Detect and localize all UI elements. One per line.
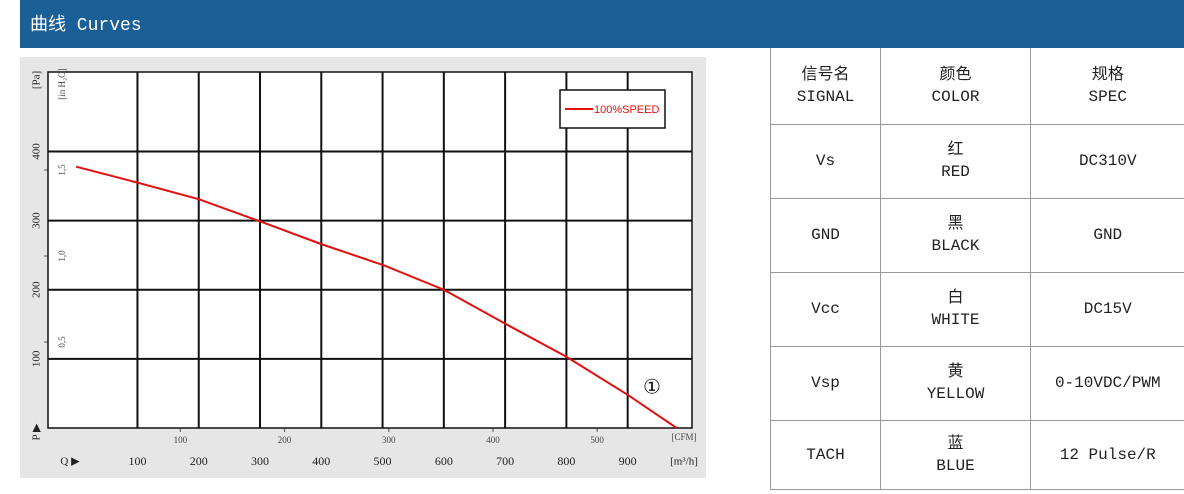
annotation: ①	[643, 377, 661, 399]
cell-text: 12 Pulse/R	[1059, 445, 1156, 464]
curve	[75, 165, 678, 429]
cell-text: SIGNAL	[796, 87, 855, 106]
x2-axis-label: [CFM]	[671, 432, 696, 442]
legend-label: 100%SPEED	[594, 104, 659, 116]
x-tick-label: 900	[619, 454, 637, 468]
cell-text: 信号名	[801, 65, 850, 84]
table-cell: 红 RED	[880, 124, 1031, 199]
cell-text: DC15V	[1083, 300, 1132, 318]
x2-tick-label: 400	[486, 435, 500, 445]
table-row: GND 黑 BLACK GND	[770, 198, 1184, 273]
y-tick-label: 300	[31, 212, 43, 229]
table-cell: DC15V	[1030, 272, 1184, 347]
y2-tick-label: 0,5	[57, 336, 67, 348]
cell-text: GND	[811, 226, 840, 244]
x-axis-label: [m³/h]	[670, 456, 698, 468]
cell-text: 0-10VDC/PWM	[1054, 374, 1161, 392]
cell-text: TACH	[806, 445, 845, 464]
table-cell: DC310V	[1030, 124, 1184, 199]
table-cell: 白 WHITE	[880, 272, 1031, 347]
table-row: Vs 红 RED DC310V	[770, 124, 1184, 199]
x-tick-label: 800	[557, 454, 575, 468]
x2-tick-label: 100	[174, 435, 188, 445]
table-row: TACH 蓝 BLUE 12 Pulse/R	[770, 420, 1184, 490]
y-tick-label: 100	[31, 350, 43, 367]
cell-text: 红	[947, 141, 964, 159]
x-tick-label: 500	[374, 454, 392, 468]
x2-tick-label: 500	[590, 435, 604, 445]
y2-tick-label: 1,0	[57, 250, 67, 262]
cell-text: 黑	[947, 215, 964, 233]
cell-text: Vs	[815, 152, 836, 170]
cell-text: BLACK	[931, 237, 980, 255]
cell-text: 白	[947, 289, 964, 307]
plot-frame	[47, 71, 693, 429]
table-cell: 0-10VDC/PWM	[1030, 346, 1184, 421]
x-tick-label: 700	[496, 454, 514, 468]
cell-text: RED	[941, 163, 970, 181]
table-cell: 黄 YELLOW	[880, 346, 1031, 421]
x-tick-label: 200	[190, 454, 208, 468]
table-cell: 黑 BLACK	[880, 198, 1031, 273]
cell-text: DC310V	[1078, 152, 1137, 170]
cell-text: 蓝	[947, 434, 964, 453]
y-tick-label: 200	[31, 281, 43, 298]
cell-text: 颜色	[939, 65, 972, 84]
cell-text: Vsp	[811, 374, 840, 392]
table-cell: GND	[1030, 198, 1184, 273]
y2-axis-label: [in H₂O]	[57, 68, 67, 99]
table-cell: TACH	[770, 420, 881, 490]
x2-tick-label: 300	[382, 435, 396, 445]
x2-tick-label: 200	[278, 435, 292, 445]
table-cell: Vs	[770, 124, 881, 199]
table-cell: 蓝 BLUE	[880, 420, 1031, 490]
x-tick-label: 100	[128, 454, 146, 468]
cell-text: COLOR	[931, 87, 980, 106]
cell-text: Vcc	[811, 300, 840, 318]
y2-tick-label: 1,5	[57, 164, 67, 176]
table-cell: 规格 SPEC	[1030, 48, 1184, 125]
table-row: Vsp 黄 YELLOW 0-10VDC/PWM	[770, 346, 1184, 421]
signal-table: 信号名 SIGNAL 颜色 COLOR 规格 SPEC Vs 红 RED DC310V GND 黑 BL…	[770, 48, 1184, 490]
y-axis-symbol: P ▶	[31, 423, 43, 440]
cell-text: SPEC	[1088, 87, 1127, 106]
table-cell: Vsp	[770, 346, 881, 421]
table-cell: Vcc	[770, 272, 881, 347]
cell-text: 黄	[947, 363, 964, 381]
table-cell: 信号名 SIGNAL	[770, 48, 881, 125]
cell-text: WHITE	[931, 311, 980, 329]
table-cell: 颜色 COLOR	[880, 48, 1031, 125]
y-axis-label: [Pa]	[31, 71, 43, 89]
cell-text: GND	[1093, 226, 1123, 244]
table-cell: GND	[770, 198, 881, 273]
x-tick-label: 300	[251, 454, 269, 468]
cell-text: YELLOW	[926, 385, 985, 403]
cell-text: 规格	[1091, 65, 1124, 84]
y-tick-label: 400	[31, 143, 43, 160]
table-row: 信号名 SIGNAL 颜色 COLOR 规格 SPEC	[770, 48, 1184, 125]
x-axis-symbol: Q ▶	[60, 456, 80, 468]
section-title: 曲线 Curves	[20, 0, 1184, 48]
x-tick-label: 400	[312, 454, 330, 468]
table-row: Vcc 白 WHITE DC15V	[770, 272, 1184, 347]
cell-text: BLUE	[936, 456, 975, 475]
table-cell: 12 Pulse/R	[1030, 420, 1184, 490]
x-tick-label: 600	[435, 454, 453, 468]
